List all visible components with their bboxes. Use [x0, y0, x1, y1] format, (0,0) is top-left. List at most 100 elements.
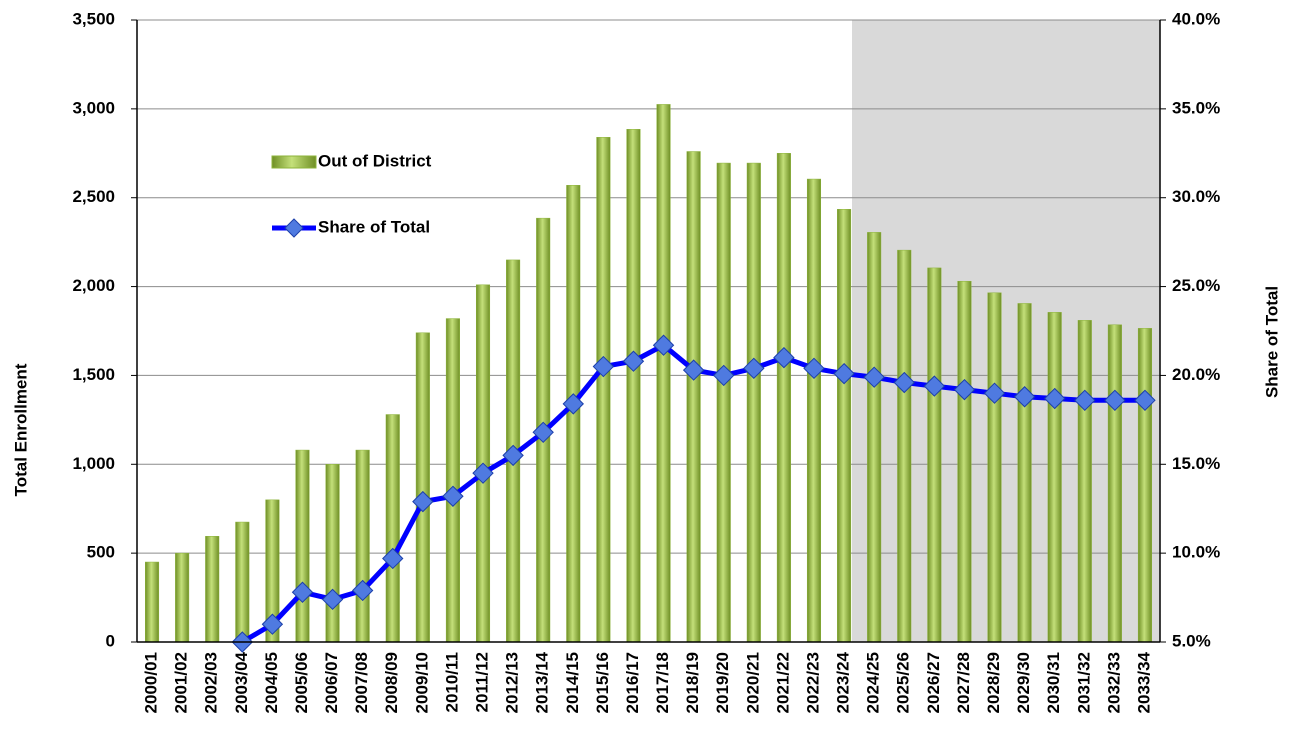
line-marker	[983, 382, 1006, 404]
line-marker	[291, 581, 314, 603]
line-marker	[1134, 389, 1156, 412]
bar	[897, 249, 912, 643]
line-marker	[743, 357, 765, 380]
x-tick-label: 2002/03	[202, 652, 221, 713]
bar	[837, 209, 852, 643]
line-marker	[261, 613, 284, 635]
bar	[596, 137, 611, 643]
x-tick-label: 2022/23	[803, 652, 822, 713]
x-tick-label: 2029/30	[1014, 652, 1033, 713]
line-marker	[833, 362, 855, 385]
bar	[1047, 312, 1062, 643]
line-marker	[321, 588, 344, 611]
line-marker	[863, 366, 885, 388]
bar	[626, 129, 641, 643]
y2-tick-label: 10.0%	[1172, 543, 1220, 562]
x-tick-label: 2018/19	[683, 652, 702, 713]
x-tick-label: 2023/24	[834, 651, 853, 713]
bar	[716, 162, 731, 643]
x-tick-label: 2015/16	[593, 652, 612, 713]
x-tick-label: 2011/12	[472, 652, 491, 713]
y-tick-label: 0	[106, 631, 115, 650]
bar	[957, 280, 972, 643]
x-tick-label: 2006/07	[322, 652, 341, 713]
bar	[415, 332, 430, 643]
y2-tick-label: 25.0%	[1172, 276, 1220, 295]
y2-tick-label: 30.0%	[1172, 187, 1220, 206]
x-tick-label: 2020/21	[743, 652, 762, 713]
bar	[325, 464, 340, 643]
line-marker	[1074, 389, 1096, 412]
bar	[175, 552, 190, 643]
x-tick-label: 2014/15	[563, 652, 582, 713]
line-marker	[472, 462, 494, 484]
bar	[445, 318, 460, 643]
line-marker	[893, 371, 915, 394]
legend-marker	[284, 218, 304, 238]
bar	[867, 232, 882, 643]
line-marker	[622, 350, 645, 372]
legend-swatch	[271, 155, 317, 169]
bar	[1137, 328, 1152, 643]
x-tick-label: 2005/06	[292, 652, 311, 713]
x-tick-label: 2019/20	[713, 652, 732, 713]
bar	[746, 162, 761, 643]
bar	[1107, 324, 1122, 643]
bar	[1017, 303, 1032, 643]
x-tick-label: 2016/17	[623, 652, 642, 713]
line-marker	[412, 490, 434, 513]
bar	[355, 449, 370, 643]
x-tick-label: 2033/34	[1134, 651, 1153, 713]
line-marker	[773, 346, 795, 369]
x-tick-label: 2009/10	[412, 652, 431, 713]
x-tick-label: 2017/18	[653, 652, 672, 713]
line-marker	[1013, 386, 1036, 408]
x-tick-label: 2000/01	[142, 652, 161, 713]
x-tick-label: 2024/25	[864, 652, 883, 713]
bar	[987, 292, 1002, 643]
y-axis-title: Total Enrollment	[11, 363, 30, 496]
y-tick-label: 500	[87, 543, 115, 562]
bar	[205, 536, 220, 643]
line-marker	[682, 359, 705, 381]
bar	[806, 178, 822, 643]
y-tick-label: 1,500	[72, 365, 115, 384]
bar	[927, 267, 942, 643]
bar	[235, 521, 250, 643]
x-tick-label: 2026/27	[924, 652, 943, 713]
x-tick-label: 2007/08	[352, 652, 371, 713]
line-marker	[803, 357, 825, 380]
y-tick-label: 1,000	[72, 454, 115, 473]
bar	[686, 151, 701, 643]
y-tick-label: 2,500	[72, 187, 115, 206]
y2-tick-label: 15.0%	[1172, 454, 1220, 473]
bar	[656, 104, 671, 643]
line-marker	[382, 547, 404, 570]
x-tick-label: 2008/09	[382, 652, 401, 713]
bar	[776, 153, 791, 643]
line-marker	[923, 375, 946, 397]
y-tick-label: 3,500	[72, 9, 115, 28]
line-marker	[442, 485, 464, 507]
line-marker	[532, 421, 554, 444]
line-marker	[351, 579, 374, 602]
line-marker	[502, 444, 524, 467]
legend-label: Out of District	[318, 151, 432, 170]
y2-tick-label: 20.0%	[1172, 365, 1220, 384]
line-marker	[1104, 389, 1126, 412]
y2-tick-label: 35.0%	[1172, 98, 1220, 117]
line-marker	[1043, 387, 1066, 410]
y2-axis-title: Share of Total	[1262, 286, 1281, 398]
x-tick-label: 2028/29	[984, 652, 1003, 713]
x-tick-label: 2001/02	[172, 652, 191, 713]
x-tick-label: 2030/31	[1044, 652, 1063, 713]
line-marker	[592, 355, 615, 378]
x-tick-label: 2027/28	[954, 652, 973, 713]
y-tick-label: 3,000	[72, 98, 115, 117]
bar	[145, 561, 160, 643]
y-tick-label: 2,000	[72, 276, 115, 295]
x-tick-label: 2032/33	[1104, 652, 1123, 713]
x-tick-label: 2021/22	[773, 652, 792, 713]
x-tick-label: 2010/11	[442, 652, 461, 713]
